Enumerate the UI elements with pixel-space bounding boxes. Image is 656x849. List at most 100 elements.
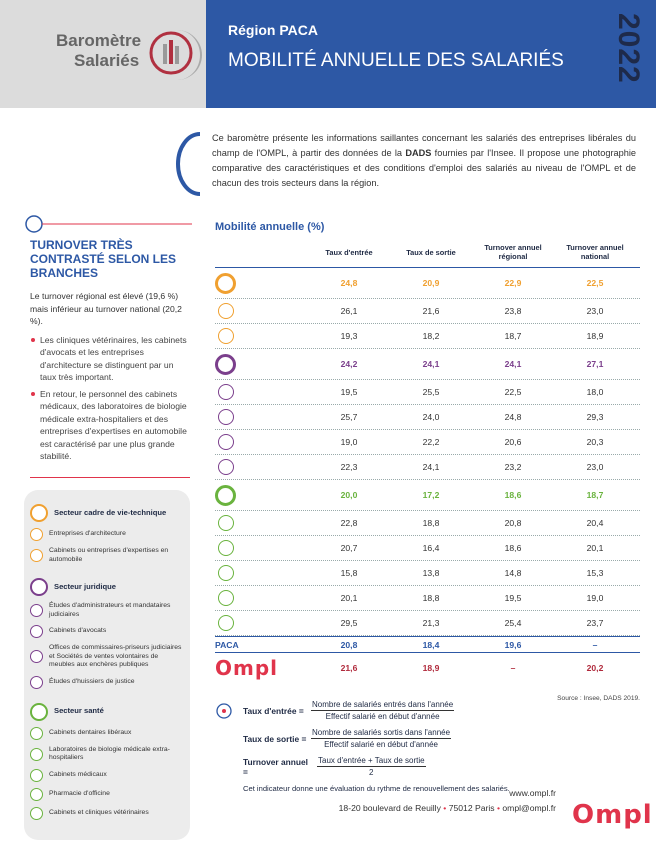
fraction: Taux d'entrée + Taux de sortie 2 [317, 756, 426, 777]
denominator: 2 [369, 768, 374, 777]
numerator: Nombre de salariés entrés dans l'année [311, 700, 455, 711]
bracket [176, 132, 201, 196]
cell: 26,1 [340, 306, 358, 316]
legend-icon [30, 768, 43, 782]
cell: 24,2 [340, 359, 358, 369]
cell: 22,8 [340, 518, 358, 528]
cell: 16,4 [422, 543, 440, 553]
row-label-text: Ompl [215, 656, 279, 680]
legend-item: Cabinets médicaux [30, 768, 184, 782]
cell: 24,1 [422, 462, 440, 472]
title: MOBILITÉ ANNUELLE DES SALARIÉS [228, 50, 564, 71]
cell: 22,2 [422, 437, 440, 447]
cell: 25,5 [422, 387, 440, 397]
header-band: Région PACA MOBILITÉ ANNUELLE DES SALARI… [206, 0, 656, 108]
legend-item: Études d'administrateurs et mandataires … [30, 602, 184, 619]
cell: 18,7 [586, 490, 604, 500]
legend-item-label: Offices de commissaires-priseurs judicia… [49, 644, 182, 668]
cell: 18,7 [504, 331, 522, 341]
cell: 29,5 [340, 618, 358, 628]
formula-icon [216, 703, 232, 719]
row-label [215, 384, 308, 400]
numerator: Nombre de salariés sortis dans l'année [311, 728, 452, 739]
legend-icon [30, 675, 43, 689]
header-logo-area: Baromètre Salariés [0, 0, 206, 108]
table-row: 22,8 18,8 20,8 20,4 [215, 511, 640, 536]
row-label [215, 540, 308, 556]
row-label [215, 272, 308, 294]
city: 75012 Paris [448, 803, 495, 813]
address: 18-20 boulevard de Reuilly [338, 803, 441, 813]
table-row: 19,3 18,2 18,7 18,9 [215, 324, 640, 349]
legend-group-label: Secteur santé [54, 706, 104, 716]
legend-icon [30, 650, 43, 664]
sidebar-paragraph: Le turnover régional est élevé (19,6 %) … [30, 291, 182, 326]
legend-icon [30, 578, 48, 596]
legend-item: Cabinets ou entreprises d'expertises en … [30, 547, 184, 564]
table-row: 19,5 25,5 22,5 18,0 [215, 380, 640, 405]
row-icon [218, 565, 234, 581]
column-header: Taux d'entrée [325, 247, 373, 257]
cell: 20,7 [340, 543, 358, 553]
cell: 19,6 [504, 639, 522, 650]
table-row: 29,5 21,3 25,4 23,7 [215, 611, 640, 636]
row-icon [218, 409, 234, 425]
formula-label: Taux de sortie = [243, 733, 307, 744]
row-label [215, 484, 308, 506]
legend-item: Offices de commissaires-priseurs judicia… [30, 644, 184, 670]
cell: 25,4 [504, 618, 522, 628]
row-icon [215, 272, 236, 294]
table-body: 24,8 20,9 22,9 22,5 26,1 21,6 23,8 23,0 19,3 18,2… [215, 267, 640, 683]
row-label: PACA [215, 640, 308, 650]
logo-text: Salariés [74, 51, 140, 70]
formula-row: Turnover annuel = Taux d'entrée + Taux de… [215, 756, 645, 777]
cell: 20,8 [504, 518, 522, 528]
formula-row: Taux d'entrée = Nombre de salariés entrés… [215, 700, 645, 721]
intro-text: fournies par l'Insee. Il propose une pho… [212, 148, 636, 188]
cell: 20,4 [586, 518, 604, 528]
row-label [215, 515, 308, 531]
cell: 19,3 [340, 331, 358, 341]
row-icon [218, 540, 234, 556]
cell: 20,9 [422, 278, 440, 288]
cell: 25,7 [340, 412, 358, 422]
cell: 20,0 [340, 490, 358, 500]
legend-item: Cabinets dentaires libéraux [30, 726, 184, 740]
legend-group-title: Secteur juridique [30, 578, 184, 596]
fraction: Nombre de salariés entrés dans l'année Ef… [311, 700, 455, 721]
cell: 18,4 [422, 639, 440, 650]
table-row: 24,2 24,1 24,1 27,1 [215, 349, 640, 380]
cell: 15,3 [586, 568, 604, 578]
row-icon [215, 484, 236, 506]
formulas: Taux d'entrée = Nombre de salariés entrés… [215, 700, 645, 793]
region: Région PACA [228, 22, 318, 38]
legend-item-label: Cabinets et cliniques vétérinaires [49, 808, 149, 816]
cell: 22,5 [504, 387, 522, 397]
legend-item: Cabinets et cliniques vétérinaires [30, 806, 184, 820]
table-row: Ompl 21,6 18,9 – 20,2 [215, 653, 640, 683]
row-icon [218, 459, 234, 475]
year: 2022 [612, 13, 645, 84]
cell: 18,9 [586, 331, 604, 341]
cell: 20,1 [586, 543, 604, 553]
cell: 27,1 [586, 359, 604, 369]
cell: 21,6 [340, 663, 358, 673]
cell: – [510, 663, 516, 673]
legend-item: Laboratoires de biologie médicale extra-… [30, 746, 184, 763]
legend-item-label: Entreprises d'architecture [49, 530, 126, 538]
address-line: 18-20 boulevard de Reuilly • 75012 Paris… [300, 801, 556, 816]
legend-item-label: Cabinets d'avocats [49, 627, 107, 635]
logo-text: Baromètre [56, 31, 142, 50]
table: Mobilité annuelle (%) Taux d'entrée Taux … [215, 221, 640, 702]
cell: 20,2 [586, 663, 604, 673]
cell: 21,6 [422, 306, 440, 316]
cell: 15,8 [340, 568, 358, 578]
intro-bold: DADS [405, 148, 432, 158]
cell: 22,9 [504, 278, 522, 288]
legend-item-label: Études d'huissiers de justice [49, 677, 135, 685]
legend-icon [30, 625, 43, 638]
legend-item-label: Cabinets médicaux [49, 770, 107, 778]
cell: 24,1 [422, 359, 440, 369]
cell: 22,3 [340, 462, 358, 472]
formula-label: Turnover annuel = [243, 756, 308, 777]
